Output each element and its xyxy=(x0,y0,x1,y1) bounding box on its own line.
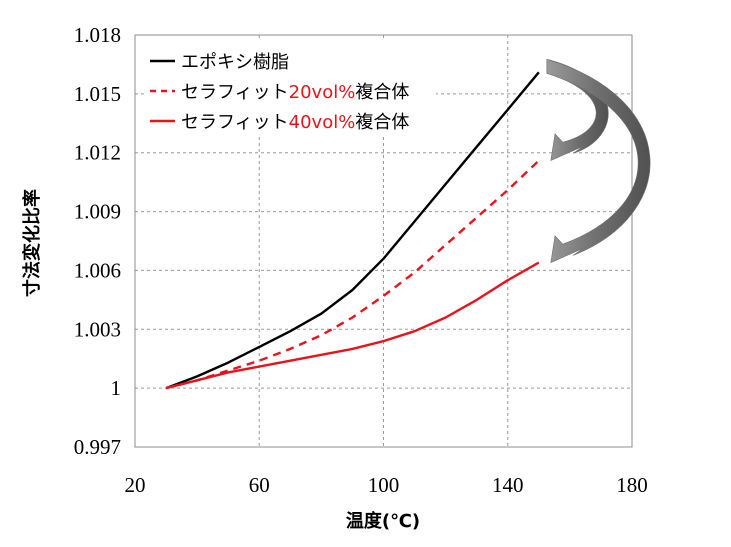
y-tick-label: 1.015 xyxy=(74,82,121,106)
x-tick-label: 180 xyxy=(616,473,648,497)
annotations xyxy=(546,58,651,264)
y-tick-label: 1 xyxy=(111,376,122,400)
y-tick-label: 1.018 xyxy=(74,23,121,47)
legend-background xyxy=(146,40,436,136)
y-axis-title: 寸法変化比率 xyxy=(21,189,43,297)
y-tick-label: 1.012 xyxy=(74,141,121,165)
legend-label-2: セラフィット20vol%複合体 xyxy=(181,82,409,103)
y-tick-label: 1.003 xyxy=(74,317,121,341)
x-tick-label: 60 xyxy=(249,473,270,497)
series-layer xyxy=(165,71,540,390)
x-axis-title: 温度(℃) xyxy=(346,510,420,532)
ticks: 20 60 100 140 180 0.997 1 1.003 1.006 1.009 1.012 1… xyxy=(74,23,648,497)
legend-label-1: エポキシ樹脂 xyxy=(181,52,289,73)
plot-frame xyxy=(134,34,633,448)
x-tick-label: 100 xyxy=(368,473,400,497)
x-tick-label: 140 xyxy=(492,473,524,497)
series-line-1 xyxy=(165,71,540,390)
x-tick-label: 20 xyxy=(125,473,146,497)
y-tick-label: 0.997 xyxy=(74,435,121,459)
legend-label-3: セラフィット40vol%複合体 xyxy=(181,112,409,133)
curved-arrow-2 xyxy=(546,58,651,264)
series-line-3 xyxy=(165,261,540,390)
axes xyxy=(134,34,633,448)
series-line-2 xyxy=(165,159,540,390)
y-tick-label: 1.009 xyxy=(74,200,121,224)
y-tick-label: 1.006 xyxy=(74,258,121,282)
